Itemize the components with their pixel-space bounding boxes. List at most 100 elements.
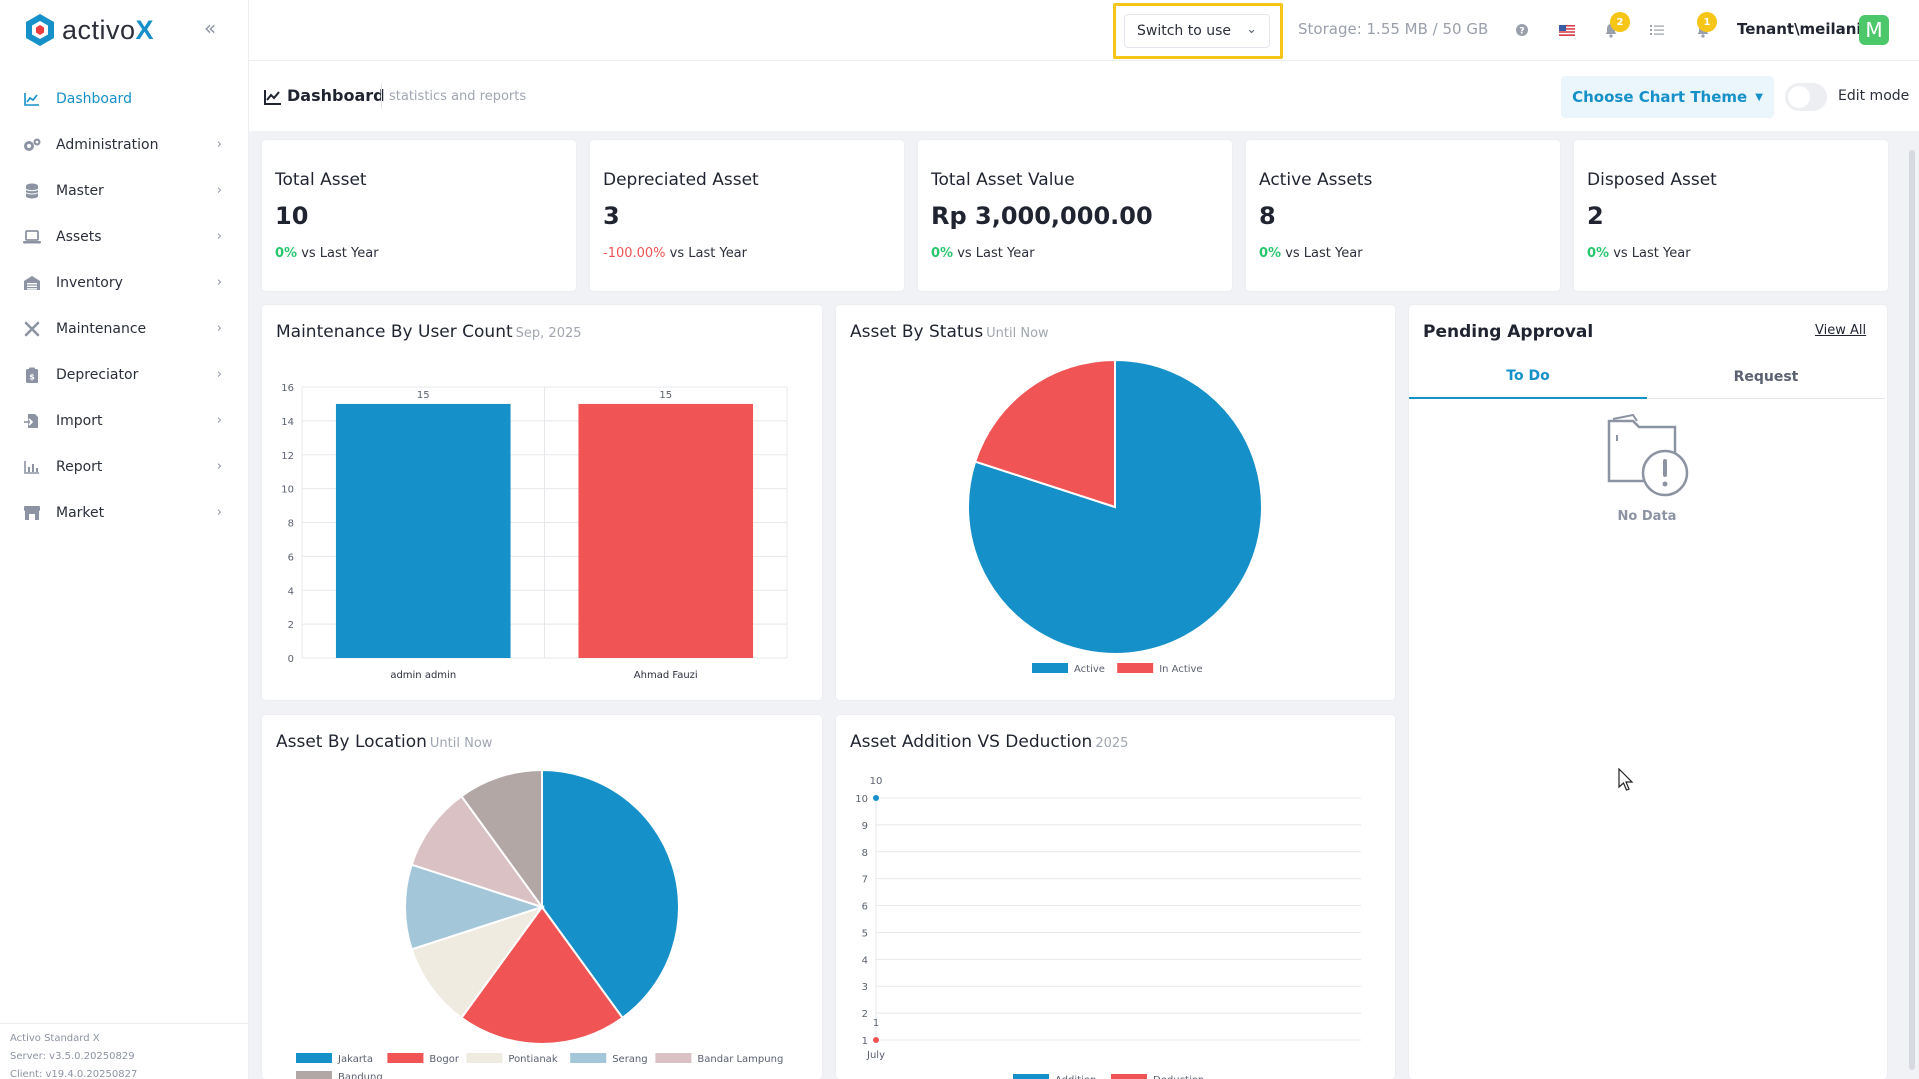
page-title: Dashboard — [287, 86, 385, 105]
sidebar-item-assets[interactable]: Assets › — [0, 214, 248, 260]
sidebar-item-master[interactable]: Master › — [0, 168, 248, 214]
point-deduction[interactable] — [873, 1037, 879, 1043]
legend-label: Pontianak — [508, 1054, 557, 1065]
asset-by-location-panel: Asset By Location Until Now Jakarta Bogor P… — [262, 715, 822, 1079]
task-list-icon[interactable] — [1647, 20, 1667, 40]
delta-percent: -100.00% — [603, 246, 666, 261]
client-version: Client: v19.4.0.20250827 — [10, 1069, 138, 1079]
delta-percent: 0% — [275, 246, 298, 261]
sidebar-item-administration[interactable]: Administration › — [0, 122, 248, 168]
delta-percent: 0% — [1587, 246, 1610, 261]
panel-title: Asset Addition VS Deduction 2025 — [850, 732, 1129, 752]
tools-icon — [22, 320, 42, 338]
y-tick-label: 6 — [288, 552, 294, 563]
panel-title: Asset By Location Until Now — [276, 732, 493, 752]
view-all-link[interactable]: View All — [1815, 323, 1867, 338]
stat-title: Total Asset — [275, 170, 367, 190]
legend-label: Deduction — [1153, 1075, 1204, 1079]
store-icon — [22, 504, 42, 522]
clipboard-icon: $ — [22, 366, 42, 384]
sidebar-nav: Dashboard Administration › Master › Assets… — [0, 76, 248, 536]
asset-addition-deduction-panel: Asset Addition VS Deduction 2025 10 9 8 7 6 5 4… — [836, 715, 1395, 1079]
y-tick-label: 16 — [281, 383, 294, 394]
laptop-icon — [22, 228, 42, 246]
scrollbar-thumb[interactable] — [1909, 150, 1915, 1070]
chevron-right-icon: › — [216, 275, 222, 290]
us-flag-icon[interactable] — [1557, 20, 1577, 40]
activo-logo-icon — [26, 14, 54, 46]
stat-delta: 0% vs Last Year — [1587, 246, 1691, 261]
database-icon — [22, 182, 42, 200]
y-tick-label: 14 — [281, 417, 294, 428]
legend-swatch — [387, 1053, 424, 1063]
bar-value-label: 15 — [417, 390, 430, 401]
pending-approval-panel: Pending Approval View All To Do Request … — [1409, 305, 1887, 1079]
tab-to-do[interactable]: To Do — [1409, 355, 1647, 399]
pie-slice-bogor[interactable] — [460, 905, 624, 1045]
pie-slice-pontianak[interactable] — [410, 905, 545, 1020]
legend-swatch — [570, 1053, 607, 1063]
edit-mode-label: Edit mode — [1838, 88, 1910, 104]
y-tick-label: 2 — [288, 620, 294, 631]
choose-chart-theme-button[interactable]: Choose Chart Theme ▼ — [1561, 76, 1774, 118]
avatar[interactable]: M — [1859, 15, 1889, 45]
pie-slice-bandung[interactable] — [460, 768, 543, 911]
chevron-right-icon: › — [216, 413, 222, 428]
help-icon[interactable]: ? — [1512, 20, 1532, 40]
dashboard-chart-icon — [22, 90, 42, 108]
sidebar-item-label: Market — [56, 505, 105, 521]
chevron-right-icon: › — [216, 183, 222, 198]
warehouse-icon — [22, 274, 42, 292]
sidebar-item-market[interactable]: Market › — [0, 490, 248, 536]
x-tick-label: July — [866, 1050, 885, 1061]
divider — [381, 83, 382, 109]
legend-label: Bandar Lampung — [697, 1054, 783, 1065]
stat-card-total-asset: Total Asset 10 0% vs Last Year — [262, 140, 576, 291]
point-addition[interactable] — [873, 795, 879, 801]
switch-to-use-button[interactable]: Switch to use ⌄ — [1124, 14, 1270, 48]
legend-label: Bandung — [338, 1072, 383, 1079]
sidebar-item-label: Import — [56, 413, 103, 429]
brand[interactable]: activoX — [0, 0, 248, 60]
tab-request[interactable]: Request — [1733, 369, 1799, 385]
sidebar-item-report[interactable]: Report › — [0, 444, 248, 490]
legend-swatch — [466, 1053, 503, 1063]
pie-slice-jakarta[interactable] — [541, 768, 680, 1020]
pie-slice-bandar-lampung[interactable] — [410, 794, 545, 909]
sidebar-item-label: Maintenance — [56, 321, 147, 337]
sidebar-item-dashboard[interactable]: Dashboard — [0, 76, 248, 122]
maintenance-by-user-panel: Maintenance By User Count Sep, 2025 16 14 1… — [262, 305, 822, 700]
y-tick-label: 8 — [288, 519, 294, 530]
delta-percent: 0% — [931, 246, 954, 261]
delta-suffix: vs Last Year — [665, 246, 747, 261]
sidebar-item-import[interactable]: Import › — [0, 398, 248, 444]
legend-swatch — [296, 1071, 332, 1079]
y-tick-label: 10 — [281, 485, 294, 496]
tenant-user[interactable]: Tenant\meilani — [1737, 20, 1862, 38]
pie-slice-serang[interactable] — [404, 863, 546, 951]
bar-value-label: 15 — [659, 390, 672, 401]
y-tick-label: 4 — [862, 955, 868, 966]
approval-tabs: To Do Request — [1409, 355, 1885, 399]
y-tick-label: 4 — [288, 586, 294, 597]
sidebar-item-inventory[interactable]: Inventory › — [0, 260, 248, 306]
chevron-right-icon: › — [216, 321, 222, 336]
collapse-sidebar-icon[interactable]: « — [204, 16, 217, 40]
stat-value: 3 — [603, 202, 620, 230]
panel-title: Maintenance By User Count Sep, 2025 — [276, 322, 582, 342]
edit-mode-toggle[interactable] — [1785, 83, 1827, 111]
y-tick-label: 7 — [862, 875, 868, 886]
stat-title: Depreciated Asset — [603, 170, 759, 190]
sidebar-item-depreciator[interactable]: $ Depreciator › — [0, 352, 248, 398]
bar-ahmad-fauzi[interactable] — [578, 403, 754, 658]
alert-count-badge: 1 — [1697, 12, 1717, 32]
delta-suffix: vs Last Year — [297, 246, 379, 261]
sidebar-item-maintenance[interactable]: Maintenance › — [0, 306, 248, 352]
pie-slice-in-active[interactable] — [973, 358, 1116, 509]
dashboard-chart-icon — [264, 90, 281, 105]
stat-delta: 0% vs Last Year — [1259, 246, 1363, 261]
maintenance-bar-chart: 16 14 12 10 8 6 4 2 0 15 admin admin 15 Ahmad Fauzi — [281, 383, 788, 681]
bar-admin-admin[interactable] — [335, 403, 511, 658]
x-tick-label: Ahmad Fauzi — [634, 670, 698, 681]
sidebar: activoX « Dashboard Administration › Mast… — [0, 0, 249, 1079]
